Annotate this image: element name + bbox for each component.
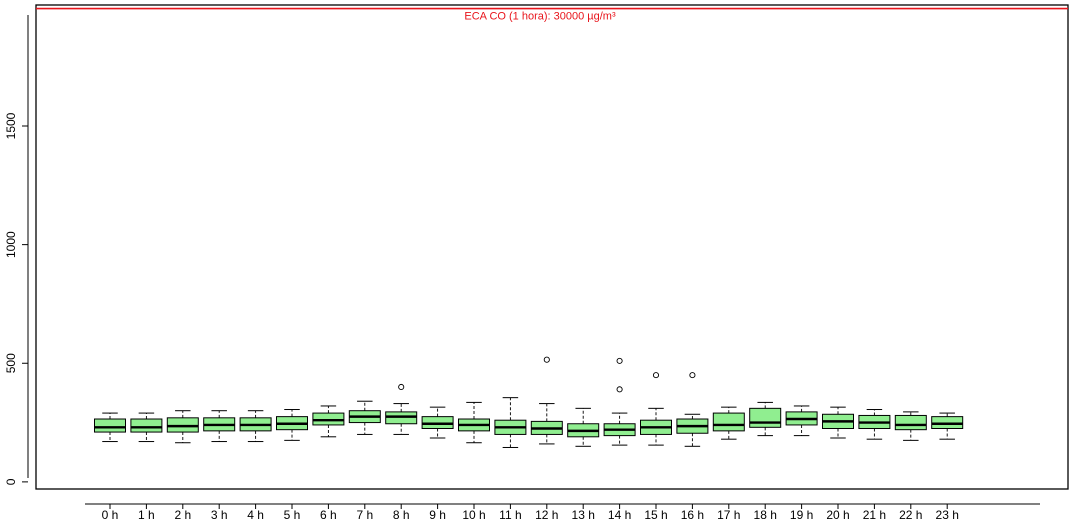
x-tick-label: 21 h	[863, 508, 886, 521]
x-tick-label: 20 h	[826, 508, 849, 521]
box-3	[203, 410, 236, 443]
box-14	[603, 357, 636, 446]
outlier-point	[543, 356, 550, 363]
x-tick-label: 22 h	[899, 508, 922, 521]
box-21	[858, 409, 891, 440]
x-tick-label: 7 h	[356, 508, 373, 521]
y-axis-ticks: 0 500 1000 1500	[4, 112, 28, 485]
x-tick-label: 4 h	[247, 508, 264, 521]
x-tick-label: 6 h	[320, 508, 337, 521]
box-18	[749, 401, 782, 437]
box-17	[712, 406, 745, 440]
box-2	[166, 410, 199, 444]
x-tick-label: 23 h	[936, 508, 959, 521]
box-7	[348, 400, 381, 435]
x-tick-label: 13 h	[572, 508, 595, 521]
box-16	[676, 372, 709, 447]
outlier-point	[689, 372, 696, 379]
x-tick-label: 0 h	[102, 508, 119, 521]
x-tick-label: 15 h	[644, 508, 667, 521]
x-tick-label: 5 h	[284, 508, 301, 521]
outlier-point	[616, 386, 623, 393]
box-8	[385, 383, 418, 435]
x-tick-label: 9 h	[429, 508, 446, 521]
box-23	[931, 412, 964, 440]
box-12	[530, 356, 563, 445]
boxplot-series	[94, 356, 964, 448]
box-5	[276, 409, 308, 441]
y-tick-label: 1500	[4, 112, 18, 139]
outlier-point	[616, 357, 623, 364]
reference-line-label: ECA CO (1 hora): 30000 µg/m³	[464, 11, 616, 23]
y-tick-label: 1000	[4, 231, 18, 258]
plot-frame	[35, 4, 1069, 490]
box-20	[822, 406, 854, 439]
x-tick-label: 3 h	[211, 508, 228, 521]
box-10	[458, 401, 490, 444]
x-tick-label: 11 h	[499, 508, 521, 521]
x-tick-label: 16 h	[681, 508, 704, 521]
x-tick-label: 10 h	[462, 508, 485, 521]
x-tick-label: 12 h	[535, 508, 558, 521]
outlier-point	[652, 372, 660, 379]
box-19	[785, 405, 818, 437]
box-body	[130, 418, 163, 433]
box-22	[894, 411, 927, 441]
outlier-point	[398, 383, 405, 391]
x-tick-label: 1 h	[138, 508, 155, 521]
box-body	[94, 418, 126, 433]
box-4	[239, 410, 272, 443]
box-1	[130, 412, 163, 443]
box-9	[421, 406, 454, 439]
x-tick-label: 8 h	[393, 508, 410, 521]
x-tick-label: 14 h	[608, 508, 631, 521]
x-tick-label: 2 h	[174, 508, 191, 521]
box-0	[94, 412, 126, 443]
box-6	[312, 405, 345, 438]
x-tick-label: 18 h	[754, 508, 777, 521]
box-13	[567, 407, 600, 447]
x-axis-ticks: 0 h 1 h 2 h 3 h 4 h 5 h 6 h 7 h 8 h 9 h 10 h 11 h 12…	[102, 504, 959, 521]
x-tick-label: 19 h	[790, 508, 813, 521]
y-tick-label: 0	[4, 478, 18, 485]
box-15	[640, 372, 672, 446]
x-tick-label: 17 h	[717, 508, 740, 521]
box-11	[494, 397, 527, 448]
box-body	[712, 412, 745, 432]
box-body	[749, 407, 782, 428]
box-body	[894, 414, 927, 431]
y-tick-label: 500	[4, 353, 18, 373]
